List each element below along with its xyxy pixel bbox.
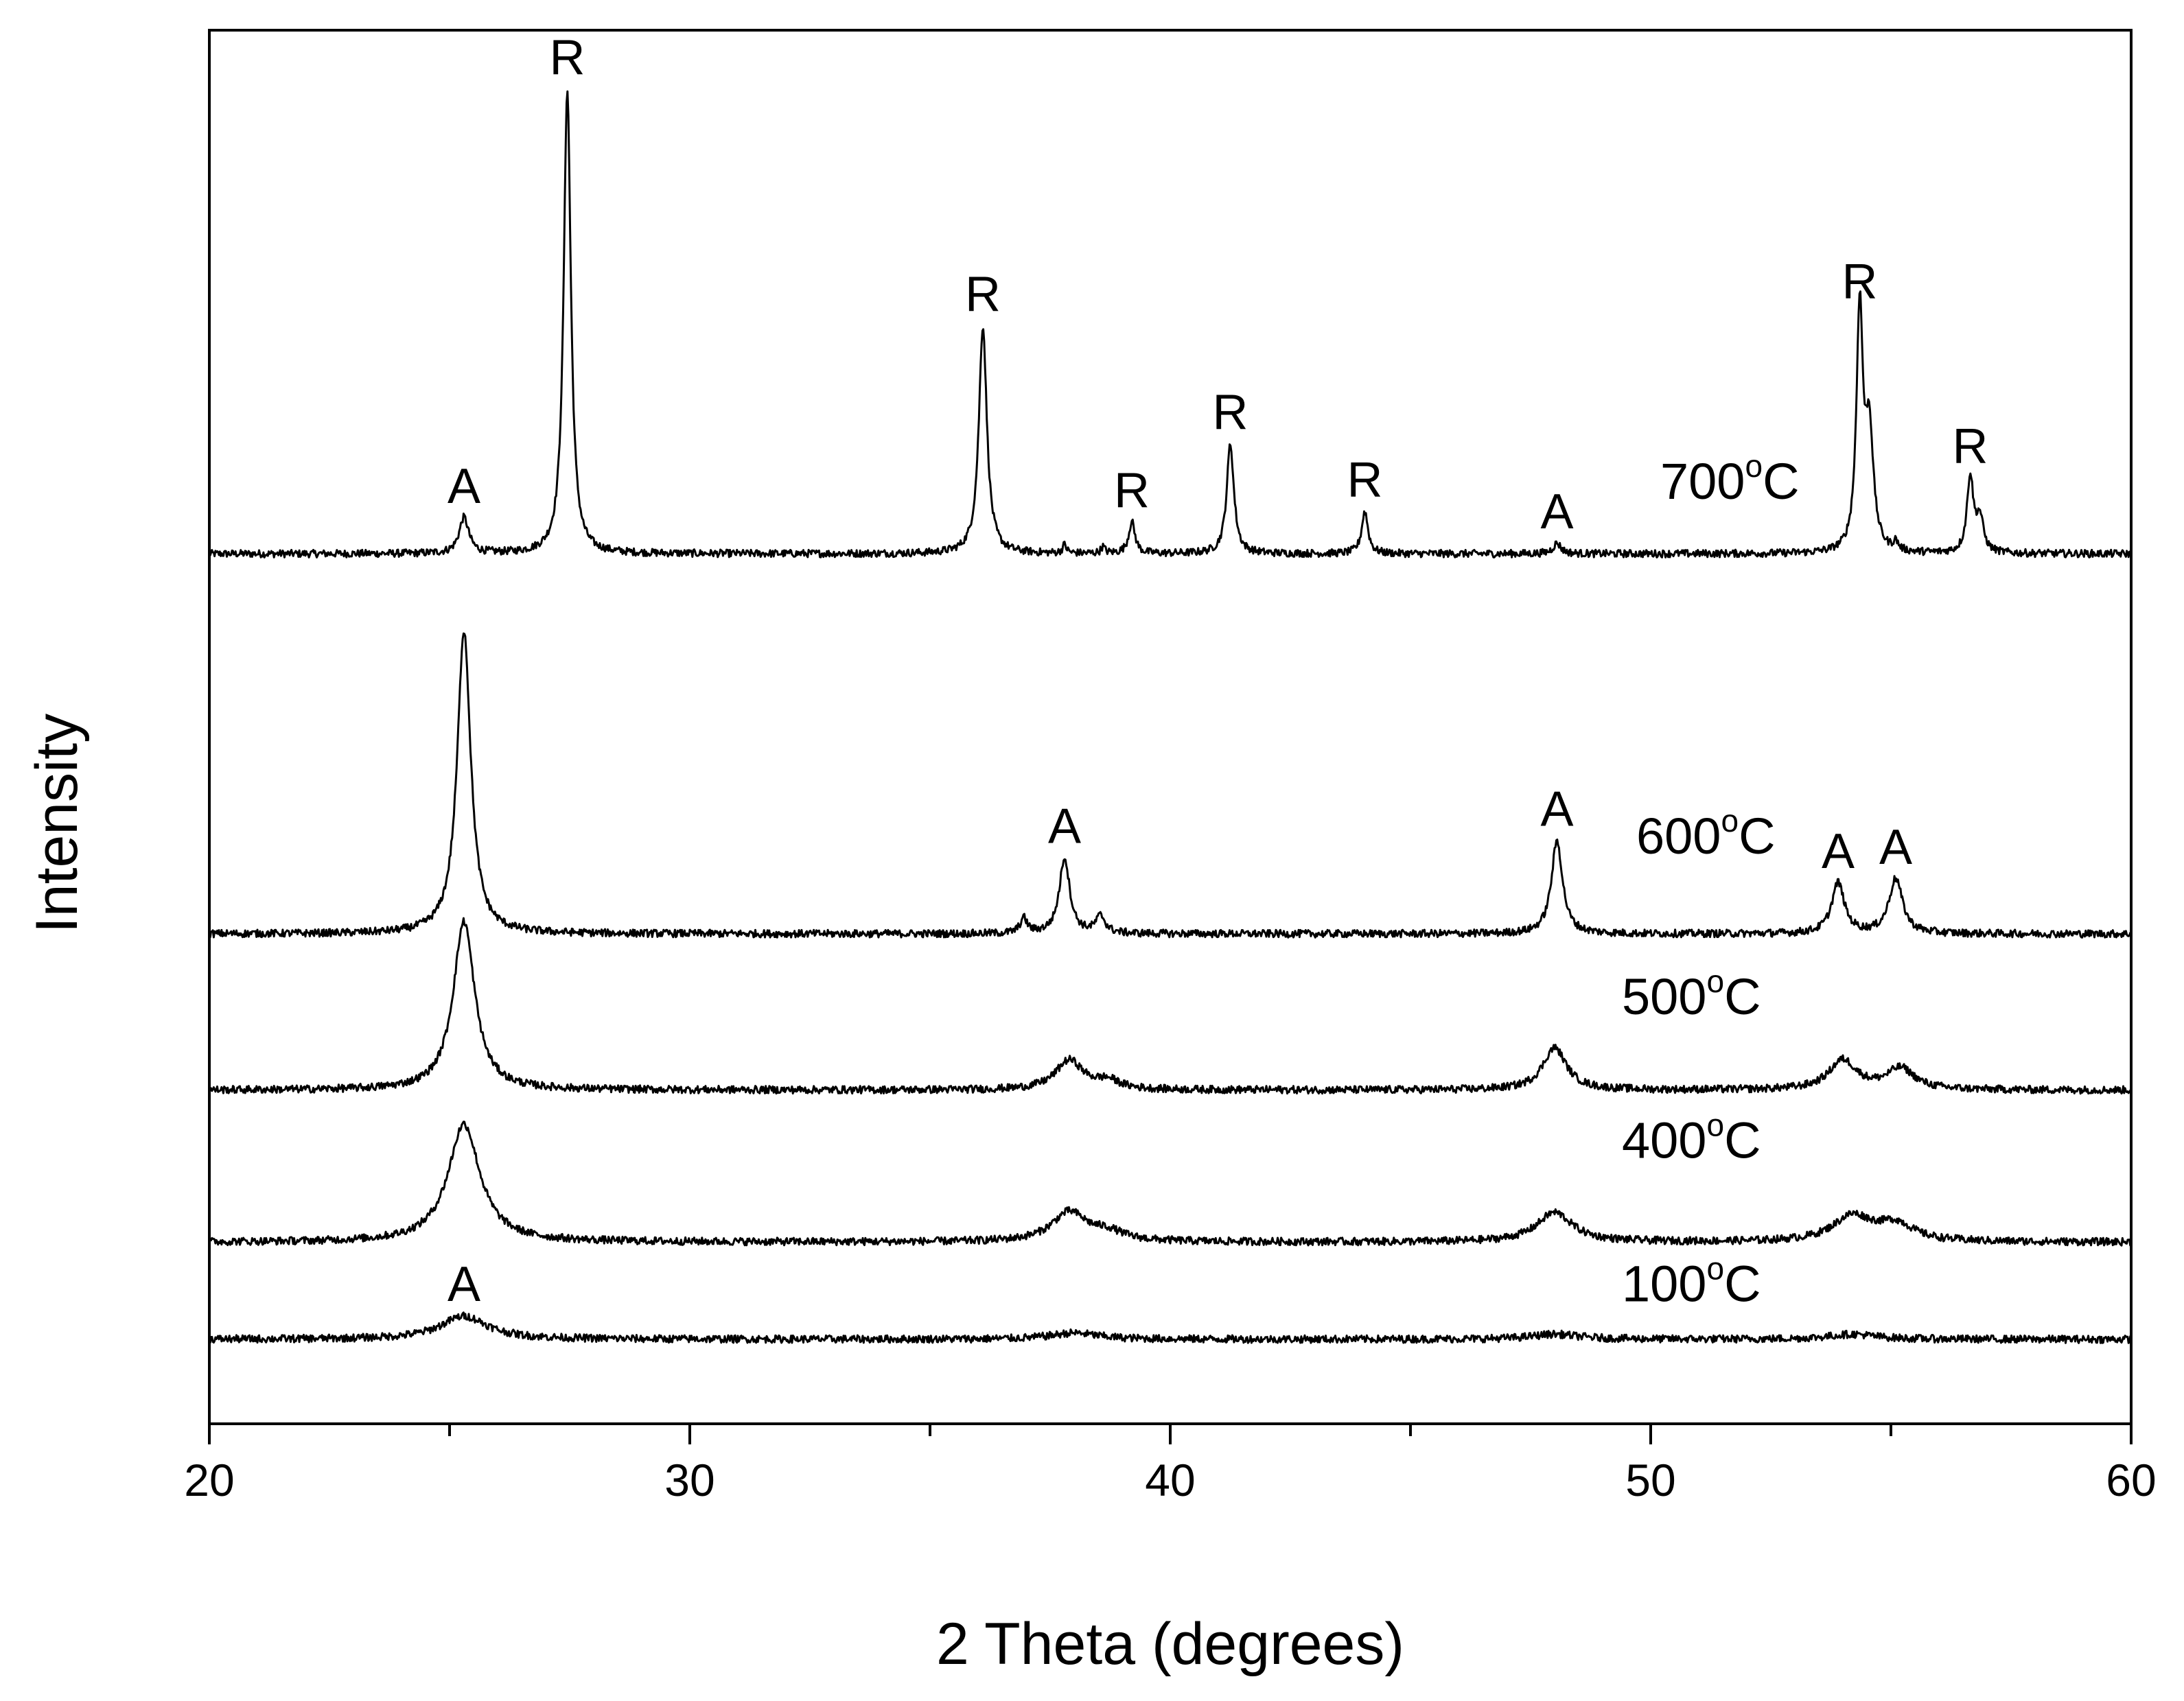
peak-label-A-700: A [1540,484,1573,539]
peak-label-A-600: A [1540,782,1573,837]
peak-label-R-700: R [1213,385,1248,440]
trace-600C [208,632,2133,939]
series-label-600C: 600oC [1636,803,1776,865]
trace-100C [208,1311,2132,1344]
x-tick-label: 40 [1145,1455,1195,1505]
trace-400C [208,1121,2133,1247]
trace-700C [208,90,2133,559]
peak-label-R-700: R [1842,254,1878,309]
x-tick-label: 20 [184,1455,234,1505]
series-label-500C: 500oC [1622,963,1761,1025]
series-traces [208,90,2133,1344]
series-label-400C: 400oC [1622,1107,1761,1169]
x-tick-label: 30 [664,1455,715,1505]
trace-500C [208,917,2133,1095]
peak-label-R-700: R [1953,419,1988,473]
peak-label-R-700: R [965,267,1001,322]
peak-label-A-100: A [448,1257,480,1312]
peak-label-A-600: A [1879,820,1912,875]
x-axis-title: 2 Theta (degrees) [936,1611,1404,1677]
y-axis-title: Intensity [24,714,90,933]
x-axis-ticks [208,1424,2133,1444]
series-label-700C: 700oC [1660,448,1800,510]
series-label-100C: 100oC [1622,1251,1761,1313]
peak-label-A-600: A [1048,799,1081,854]
peak-label-R-700: R [1114,463,1150,518]
x-tick-label: 50 [1625,1455,1675,1505]
peak-label-R-700: R [550,30,585,85]
peak-label-R-700: R [1347,453,1383,508]
peak-label-A-700: A [448,459,480,514]
peak-label-A-600: A [1822,824,1855,879]
x-tick-label: 60 [2106,1455,2156,1505]
series-labels: 700oC 600oC 500oC 400oC 100oC [1622,448,1800,1312]
x-axis-tick-labels: 20 30 40 50 60 [184,1455,2156,1505]
